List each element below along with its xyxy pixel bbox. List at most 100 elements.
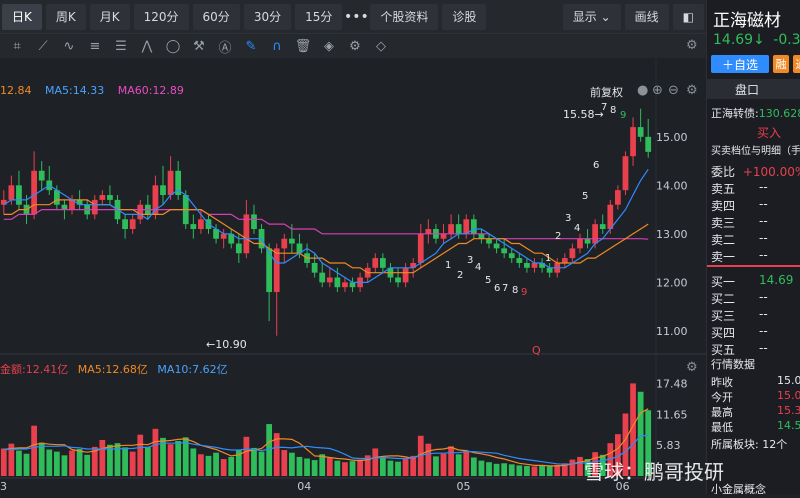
convertible-row: 正海转债:130.628 [711,105,800,121]
info-icon[interactable]: ● [637,83,649,98]
fibonacci-icon[interactable]: ☰ [115,38,127,54]
candle-body [493,243,500,249]
convertible-label: 正海转债: [711,107,759,120]
volume-bar [561,463,568,476]
bids-row-3: 买四 -- [711,324,768,341]
volume-bar [319,454,326,476]
candle-body [561,258,568,263]
trash-icon[interactable]: 🗑 [294,38,312,54]
volume-bar [198,454,204,476]
zoom-out-icon[interactable]: ⊖ [668,83,679,98]
period-tab-1[interactable]: 周K [45,3,86,30]
quote-title: 行情数据 [711,358,755,371]
quote-label: 最高 [711,406,733,419]
trend-icon[interactable]: ∿ [63,38,75,54]
quote-label: 今开 [711,391,733,404]
volume-bar [23,453,30,476]
period-tab-2[interactable]: 月K [89,3,130,30]
volume-bar [402,457,409,476]
asks-value: -- [759,197,768,211]
draw-line-button[interactable]: 画线 [624,3,669,30]
period-tab-6[interactable]: 15分 [295,3,343,30]
ratio-row: 委比 +100.00% [711,163,800,180]
period-tab-5[interactable]: 30分 [243,3,292,30]
low-annotation: ←10.90 [206,338,247,351]
settings-icon[interactable]: ⚙ [349,38,361,54]
volume-bar [137,434,144,476]
magnet-icon[interactable]: ∩ [272,38,282,54]
hammer-icon[interactable]: ⚒ [193,38,205,54]
panel-toggle-icon[interactable]: ◧ [672,3,704,30]
candle-body [31,170,37,215]
vol-ma10-legend: MA10:7.62亿 [157,363,228,376]
period-tab-3[interactable]: 120分 [133,3,189,30]
ellipse-icon[interactable]: ◯ [165,38,181,54]
more-icon[interactable]: ••• [343,8,369,25]
layers-icon[interactable]: ◇ [376,38,386,54]
volume-bar [46,449,53,476]
candle-body [425,228,432,234]
bids-label: 买五 [711,343,736,357]
volume-gear-icon[interactable]: ⚙ [686,360,698,375]
candle-body [645,136,652,152]
candle-body [334,277,341,288]
candle-body [326,277,333,283]
quote-value: 14.57 [777,419,800,432]
bids-row-1: 买二 -- [711,290,768,307]
pen-icon[interactable]: ✎ [245,38,257,54]
kline-chart[interactable]: 15.00 14.00 13.00 12.00 11.00 17.48 11.65 5.83 3… [0,58,706,494]
candle-body [569,248,576,259]
candle-body [281,238,288,249]
volume-bar [425,443,432,476]
volume-bar [175,441,182,476]
volume-bar [645,410,652,476]
volume-bar [8,443,15,476]
price-legend: 12.84 MA5:14.33 MA60:12.89 [0,84,184,97]
fan-icon[interactable]: ⟋ [38,38,48,54]
volume-bar [478,460,485,476]
ma5-legend: MA5:14.33 [45,84,105,97]
connect-tag: 通 [793,55,800,73]
volume-bar [251,447,257,476]
top-tab-0[interactable]: 个股资料 [370,3,439,30]
wave-icon[interactable]: ⋀ [141,38,153,54]
volume-bar [53,451,60,476]
crop-icon[interactable]: ⌗ [13,38,21,54]
zoom-in-icon[interactable]: ⊕ [652,83,663,98]
price-gear-icon[interactable]: ⚙ [686,83,698,98]
candle-body [463,219,470,234]
volume-bar [144,446,151,476]
period-tab-4[interactable]: 60分 [192,3,240,30]
volume-bar [91,446,98,476]
volume-bar [372,448,379,476]
volume-bar [615,434,621,476]
toolbar-gear-icon[interactable]: ⚙ [686,38,698,53]
tab-orderbook[interactable]: 盘口 [707,79,800,99]
td-count-down: 1 [445,260,451,271]
adjust-select[interactable]: 前复权 [590,86,623,99]
text-icon[interactable]: Ⓐ [218,40,232,56]
channel-icon[interactable]: ≡ [89,38,101,54]
display-dropdown[interactable]: 显示 ⌄ [562,3,621,30]
volume-bar [289,452,295,476]
bids-label: 买三 [711,309,736,323]
volume-bar [508,464,515,476]
candle-body [0,199,7,205]
volume-bar [0,448,7,476]
ratio-value: +100.00% [742,165,800,179]
volume-bar [220,459,227,476]
ma60-line [3,209,649,240]
td-count-up: 1 [545,253,551,264]
ma5-line [3,168,649,283]
hide-icon[interactable]: ◈ [324,38,334,54]
candle-body [167,170,174,196]
period-tab-0[interactable]: 日K [2,3,42,30]
volume-bar [243,436,250,476]
add-watchlist-button[interactable]: ＋自选 [711,55,769,73]
top-tab-1[interactable]: 诊股 [442,3,487,30]
quote-row-3: 最低 14.57 [711,419,800,435]
volume-bar [357,459,363,476]
candle-body [379,258,386,268]
candle-body [122,219,128,229]
asks-label: 卖二 [711,233,736,247]
